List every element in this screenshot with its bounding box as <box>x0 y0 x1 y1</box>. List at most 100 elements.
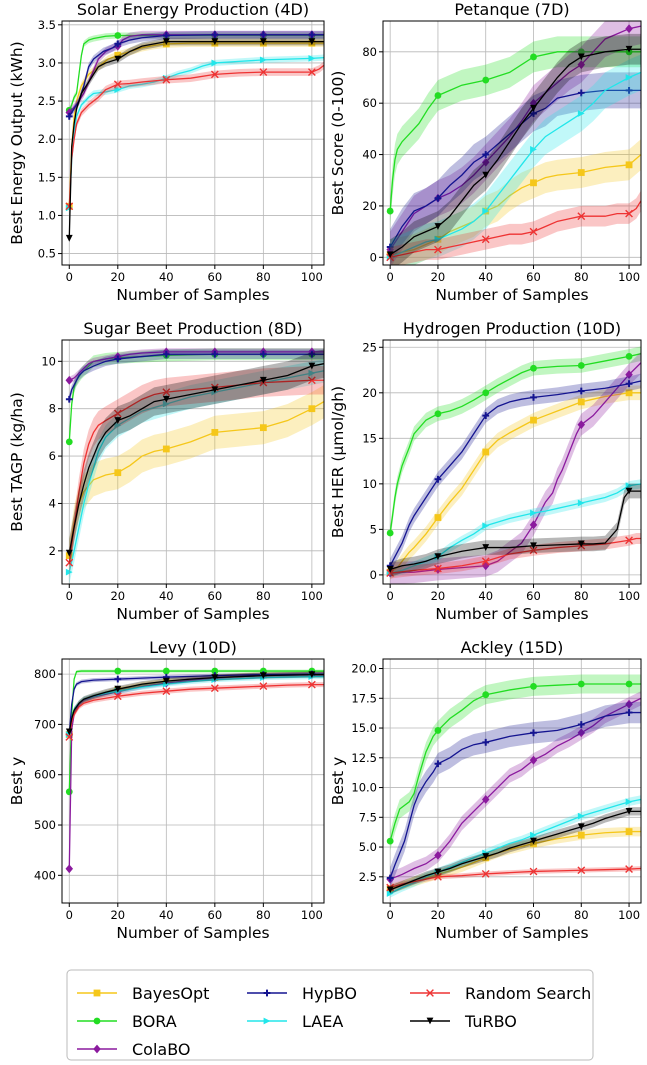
data-point <box>625 699 633 709</box>
y-axis-label: Best y <box>8 757 26 805</box>
confidence-band <box>390 795 641 898</box>
data-point <box>211 350 219 358</box>
data-point <box>577 866 586 875</box>
x-tick-label: 60 <box>526 908 541 922</box>
data-point <box>577 499 585 507</box>
data-point <box>529 520 538 530</box>
chart-title: Petanque (7D) <box>454 0 569 19</box>
data-point <box>114 675 122 683</box>
series-line <box>390 362 641 574</box>
x-tick-label: 60 <box>526 270 541 284</box>
series-line <box>68 42 324 207</box>
data-point <box>162 388 171 397</box>
data-point <box>482 522 490 530</box>
series-hypbo <box>65 30 324 121</box>
confidence-band <box>69 672 324 737</box>
data-point <box>65 202 74 211</box>
data-point <box>434 850 442 860</box>
series-line <box>389 380 641 567</box>
data-point <box>625 482 633 490</box>
legend-item-hypbo: HypBO <box>247 984 357 1003</box>
y-tick-label: 40 <box>362 148 377 162</box>
data-point <box>114 55 122 63</box>
x-tick-label: 60 <box>208 589 223 603</box>
confidence-band <box>390 373 641 574</box>
data-point <box>482 448 490 456</box>
series-turbo <box>386 807 641 895</box>
y-tick-label: 2 <box>49 544 56 558</box>
y-axis-label: Best Score (0-100) <box>329 71 347 216</box>
data-point <box>530 364 537 372</box>
series-laea <box>386 54 641 265</box>
data-point <box>65 558 74 567</box>
series-random-search <box>65 61 324 211</box>
y-tick-label: 20.0 <box>351 662 377 676</box>
data-point <box>162 400 170 408</box>
x-tick-label: 60 <box>208 908 223 922</box>
data-point <box>625 24 633 34</box>
y-tick-label: 1.0 <box>38 208 56 222</box>
confidence-band <box>69 349 324 404</box>
data-point <box>577 169 585 176</box>
series-line <box>68 684 324 738</box>
data-point <box>434 194 442 202</box>
data-point <box>65 864 74 874</box>
confidence-band <box>390 346 641 541</box>
data-point <box>259 350 267 358</box>
legend-item-laea: LAEA <box>247 1012 343 1031</box>
data-point <box>481 235 490 244</box>
x-tick-label: 40 <box>478 270 493 284</box>
x-tick-label: 0 <box>387 908 394 922</box>
data-point <box>114 667 122 675</box>
confidence-band <box>69 349 324 568</box>
data-point <box>114 32 122 39</box>
data-point <box>577 48 585 56</box>
data-point <box>386 566 394 573</box>
data-point <box>530 416 537 424</box>
data-point <box>481 157 490 167</box>
y-tick-label: 500 <box>34 818 56 832</box>
legend-label: BORA <box>132 1012 177 1031</box>
data-point <box>625 865 633 873</box>
series-line <box>390 537 641 574</box>
data-point <box>114 421 122 429</box>
data-point <box>434 245 442 254</box>
y-tick-label: 20 <box>362 199 377 213</box>
data-point <box>481 557 490 566</box>
series-line <box>68 401 324 556</box>
data-point <box>530 831 537 839</box>
confidence-band <box>69 385 324 573</box>
data-point <box>307 680 316 689</box>
data-point <box>530 542 537 550</box>
data-point <box>113 80 122 89</box>
data-point <box>308 38 316 45</box>
data-point <box>577 387 585 395</box>
y-tick-label: 8 <box>49 402 56 416</box>
series-bora <box>386 346 641 541</box>
x-tick-label: 20 <box>110 908 125 922</box>
axes-frame <box>382 20 642 266</box>
data-point <box>386 569 395 577</box>
data-point <box>65 438 73 446</box>
series-hypbo <box>65 349 324 404</box>
y-axis-label: Best y <box>329 757 347 805</box>
chart-panel-ackley-15d: 0 20 40 60 80 100 2.5 5.0 7.5 10.0 12.5 15.0 17.5 20.… <box>329 638 642 942</box>
data-point <box>65 788 73 796</box>
x-tick-label: 100 <box>618 908 640 922</box>
data-point <box>625 45 633 53</box>
data-point <box>625 798 633 806</box>
confidence-band <box>69 674 324 737</box>
data-point <box>386 251 394 259</box>
data-point <box>529 867 538 876</box>
data-point <box>162 445 170 453</box>
x-tick-label: 20 <box>431 589 446 603</box>
data-point <box>386 837 394 845</box>
data-point <box>308 54 316 62</box>
series-colabo <box>386 691 641 887</box>
data-point <box>386 874 394 882</box>
data-point <box>259 38 267 45</box>
x-tick-label: 40 <box>159 908 174 922</box>
confidence-band <box>69 358 324 584</box>
